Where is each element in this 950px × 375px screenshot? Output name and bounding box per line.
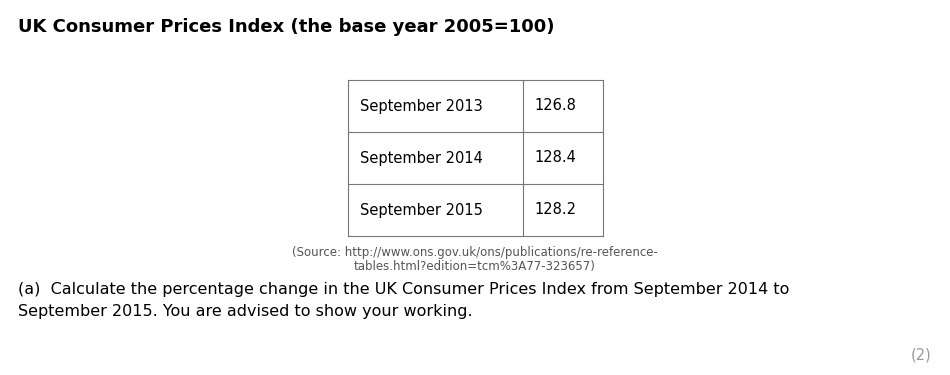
Text: (Source: http://www.ons.gov.uk/ons/publications/re-reference-: (Source: http://www.ons.gov.uk/ons/publi… xyxy=(292,246,658,259)
Text: 126.8: 126.8 xyxy=(535,99,577,114)
Text: September 2015. You are advised to show your working.: September 2015. You are advised to show … xyxy=(18,304,473,319)
Text: (2): (2) xyxy=(911,348,932,363)
Text: September 2015: September 2015 xyxy=(359,202,483,217)
Text: 128.4: 128.4 xyxy=(535,150,577,165)
Text: (a)  Calculate the percentage change in the UK Consumer Prices Index from Septem: (a) Calculate the percentage change in t… xyxy=(18,282,789,297)
Text: UK Consumer Prices Index (the base year 2005=100): UK Consumer Prices Index (the base year … xyxy=(18,18,555,36)
Text: 128.2: 128.2 xyxy=(535,202,577,217)
Text: tables.html?edition=tcm%3A77-323657): tables.html?edition=tcm%3A77-323657) xyxy=(354,260,596,273)
Text: September 2014: September 2014 xyxy=(359,150,483,165)
Text: September 2013: September 2013 xyxy=(359,99,483,114)
